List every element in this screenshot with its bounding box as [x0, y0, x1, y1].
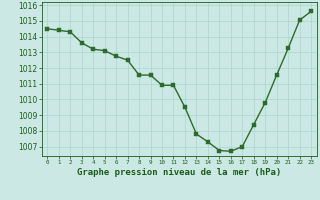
X-axis label: Graphe pression niveau de la mer (hPa): Graphe pression niveau de la mer (hPa)	[77, 168, 281, 177]
